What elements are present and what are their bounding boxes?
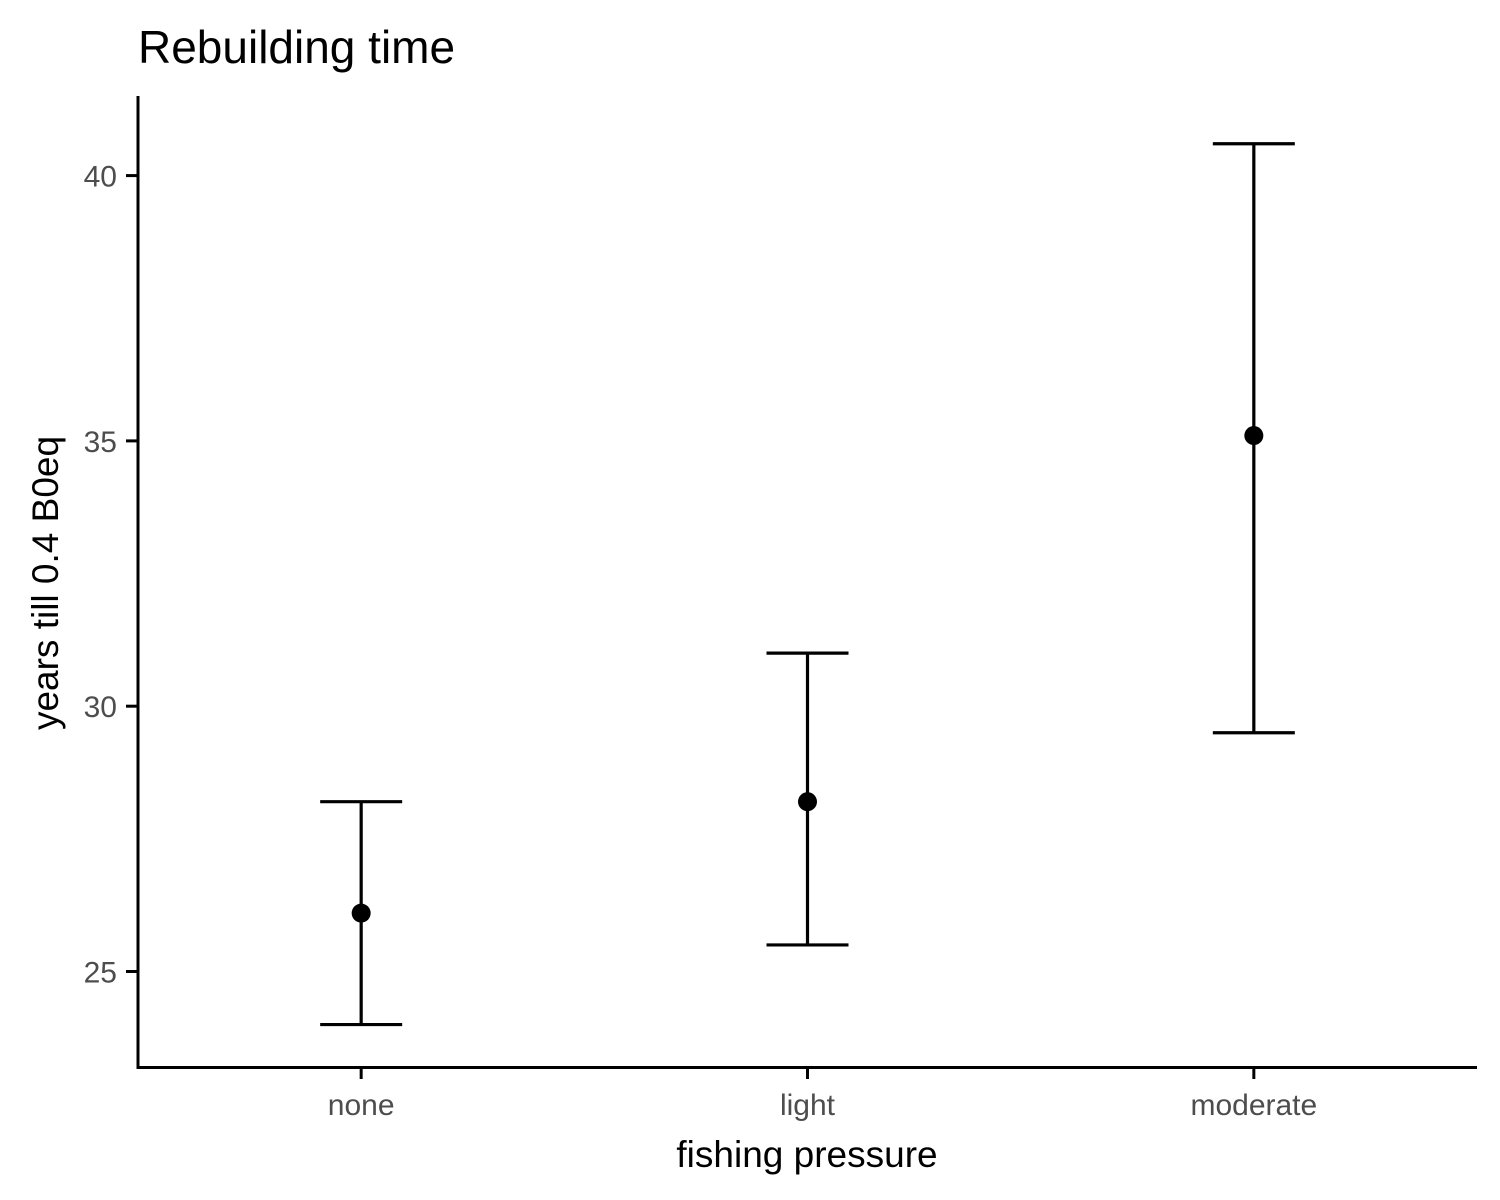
x-tick-label-light: light — [780, 1089, 836, 1122]
y-tick-label-25: 25 — [84, 956, 117, 989]
y-tick-label-30: 30 — [84, 691, 117, 724]
chart-title: Rebuilding time — [138, 21, 455, 73]
y-tick-label-35: 35 — [84, 426, 117, 459]
x-tick-label-none: none — [328, 1089, 395, 1122]
data-point-light — [798, 792, 817, 812]
data-point-none — [351, 903, 371, 923]
y-axis-title: years till 0.4 B0eq — [25, 436, 66, 730]
x-tick-label-moderate: moderate — [1190, 1089, 1317, 1122]
data-point-moderate — [1244, 426, 1264, 446]
y-tick-label-40: 40 — [84, 161, 117, 194]
y-axis-ticks: 25 30 35 40 — [84, 161, 138, 989]
x-axis-ticks: none light moderate — [328, 1067, 1317, 1122]
plot-area — [320, 142, 1295, 1027]
x-axis-title: fishing pressure — [676, 1134, 937, 1175]
